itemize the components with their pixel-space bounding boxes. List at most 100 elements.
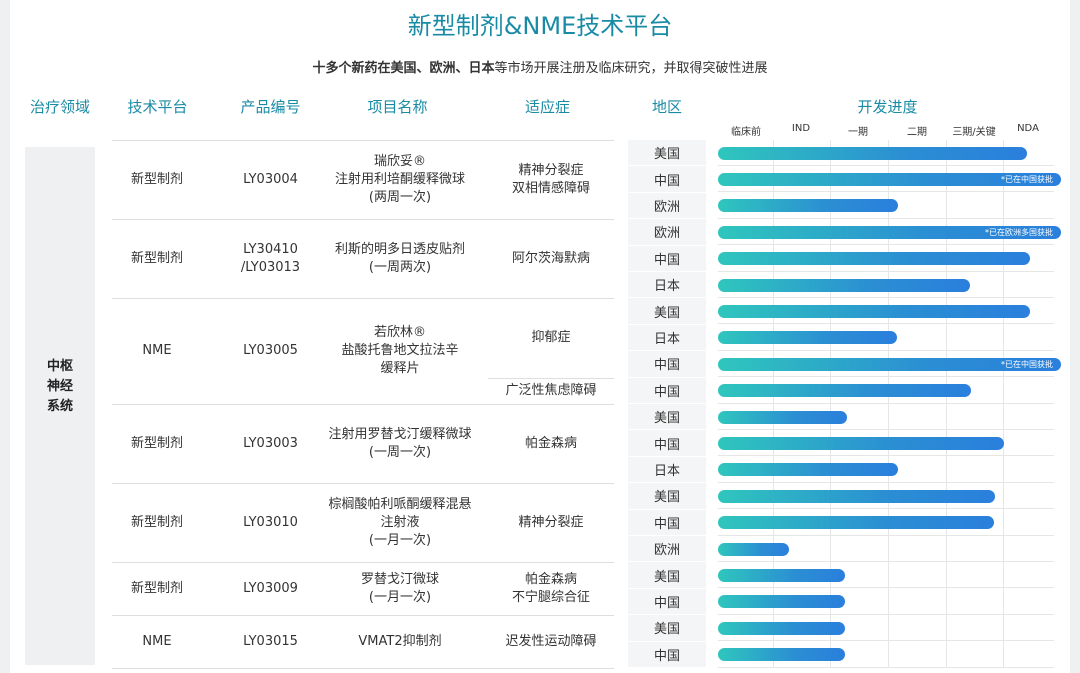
progress-bar: [718, 278, 970, 292]
group-separator: [112, 219, 614, 221]
progress-bar: [718, 304, 1030, 318]
product-code-line: /LY03013: [240, 259, 301, 275]
indication-cell: 帕金森病: [488, 404, 614, 483]
project-name-line: (两周一次): [368, 189, 432, 205]
indication-line: 双相情感障碍: [511, 180, 590, 196]
project-name-line: 瑞欣妥®: [373, 153, 426, 169]
indication-line: 抑郁症: [531, 329, 571, 345]
indication-cell: 抑郁症: [488, 298, 614, 377]
project-name-line: (一月一次): [368, 532, 432, 548]
subtitle-rest: 等市场开展注册及临床研究，并取得突破性进展: [494, 61, 768, 76]
progress-bar: [718, 331, 897, 345]
progress-bar: [718, 436, 1004, 450]
stage-divider: [888, 140, 889, 668]
indication-line: 帕金森病: [524, 435, 577, 451]
project-name-line: VMAT2抑制剂: [358, 633, 442, 649]
region-cell: 美国: [628, 562, 706, 589]
region-cell: 日本: [628, 456, 706, 484]
indication-line: 不宁腿综合征: [511, 589, 590, 605]
approval-note: *已在欧洲多国获批: [985, 228, 1053, 238]
progress-bar: [718, 225, 1061, 239]
progress-bar: [718, 621, 845, 635]
project-name-line: (一月一次): [368, 589, 432, 605]
progress-bar: [718, 146, 1027, 160]
product-code-line: LY03015: [243, 633, 298, 649]
header-code: 产品编号: [240, 98, 301, 116]
platform-cell: NME: [142, 343, 172, 359]
group-separator: [112, 615, 614, 617]
indication-cell: 精神分裂症双相情感障碍: [488, 140, 614, 219]
project-name-line: 棕榈酸帕利哌酮缓释混悬: [328, 496, 472, 512]
progress-bar: [718, 595, 845, 609]
project-name-line: 注射用利培酮缓释微球: [334, 171, 465, 187]
progress-bar: [718, 252, 1030, 266]
progress-bar: [718, 172, 1061, 186]
stage-divider: [946, 140, 947, 668]
stage-divider: [773, 140, 774, 668]
region-cell: 欧洲: [628, 192, 706, 220]
platform-cell: NME: [142, 633, 172, 649]
stage-label: IND: [791, 123, 811, 134]
progress-track: [718, 404, 1054, 430]
project-name-cell: 棕榈酸帕利哌酮缓释混悬 注射液 (一月一次): [325, 483, 475, 562]
indication-line: 精神分裂症: [518, 514, 584, 530]
progress-track: [718, 536, 1054, 562]
therapeutic-area-line: 系统: [46, 399, 73, 414]
region-cell: 美国: [628, 140, 706, 167]
platform-cell: 新型制剂: [130, 580, 183, 596]
project-name-line: 罗替戈汀微球: [360, 571, 439, 587]
stage-label: 三期/关键: [952, 127, 996, 138]
product-code-line: LY03003: [243, 435, 298, 451]
progress-bar: [718, 516, 995, 530]
therapeutic-area-box: [25, 147, 95, 665]
region-cell: 日本: [628, 324, 706, 352]
platform-cell: 新型制剂: [130, 514, 183, 530]
header-area: 治疗领域: [29, 98, 90, 116]
therapeutic-area-line: 中枢: [46, 359, 73, 374]
product-code-line: LY30410: [243, 241, 298, 257]
indication-line: 精神分裂症: [518, 162, 584, 178]
region-cell: 欧洲: [628, 536, 706, 563]
region-cell: 中国: [628, 588, 706, 616]
region-cell: 中国: [628, 245, 706, 272]
product-code-cell: LY03015: [228, 615, 313, 668]
project-name-line: 利斯的明多日透皮贴剂: [334, 241, 465, 257]
header-platform: 技术平台: [127, 98, 188, 116]
therapeutic-area-label: 中枢 神经 系统: [25, 357, 95, 417]
progress-track: [718, 483, 1054, 510]
progress-track: [718, 166, 1054, 193]
indication-line: 阿尔茨海默病: [511, 250, 590, 266]
project-name-cell: 若欣林® 盐酸托鲁地文拉法辛 缓释片: [325, 298, 475, 404]
region-cell: 美国: [628, 483, 706, 510]
progress-track: [718, 246, 1054, 272]
header-indication: 适应症: [524, 98, 570, 116]
project-name-cell: 注射用罗替戈汀缓释微球 (一周一次): [325, 404, 475, 483]
indication-line: 广泛性焦虑障碍: [505, 382, 597, 398]
stage-label: 临床前: [731, 127, 761, 138]
region-cell: 中国: [628, 430, 706, 457]
progress-track: [718, 457, 1054, 483]
progress-bar: [718, 463, 899, 477]
indication-cell: 广泛性焦虑障碍: [488, 378, 614, 404]
region-cell: 中国: [628, 641, 706, 668]
table-bottom-line: [112, 668, 614, 669]
product-code-cell: LY03003: [228, 404, 313, 483]
platform-cell: 新型制剂: [130, 250, 183, 266]
group-separator: [112, 483, 614, 485]
progress-bar: [718, 648, 845, 662]
project-name-line: 盐酸托鲁地文拉法辛: [341, 343, 459, 359]
platform-cell: 新型制剂: [130, 171, 183, 187]
page-subtitle: 十多个新药在美国、欧洲、日本等市场开展注册及临床研究，并取得突破性进展: [0, 57, 1080, 76]
stage-divider: [830, 140, 831, 668]
group-separator: [112, 298, 614, 300]
approval-note: *已在中国获批: [1001, 360, 1053, 370]
project-name-cell: VMAT2抑制剂: [325, 615, 475, 668]
indication-separator: [488, 377, 614, 379]
indication-line: 迟发性运动障碍: [505, 633, 597, 649]
progress-track: [718, 193, 1054, 219]
product-code-line: LY03005: [243, 343, 298, 359]
approval-note: *已在中国获批: [1001, 175, 1053, 185]
stage-label: 二期: [907, 127, 927, 138]
stage-label: 一期: [848, 127, 868, 138]
indication-cell: 精神分裂症: [488, 483, 614, 562]
